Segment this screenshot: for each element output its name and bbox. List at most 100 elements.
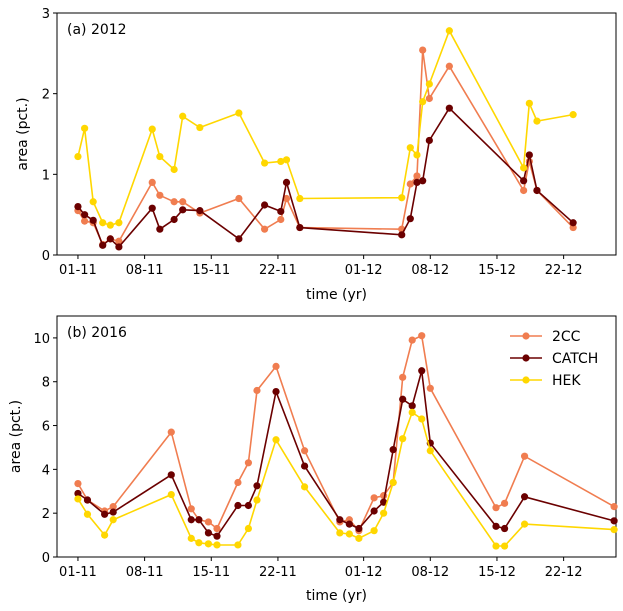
panel-b-data-point-2cc (520, 452, 529, 460)
panel-a-data-point-2cc (156, 191, 164, 199)
panel-a-data-point-catch (296, 223, 304, 232)
panel-a-data-point-hek (89, 198, 97, 206)
panel-b-data-point-hek (213, 541, 221, 549)
panel-a-y-axis: 0 1 2 3 (42, 7, 57, 264)
panel-b-data-point-hek (204, 540, 213, 548)
panel-a-series (74, 27, 577, 251)
panel-a-data-point-2cc (277, 215, 285, 224)
panel-b-data-point-hek (492, 542, 500, 550)
panel-b-data-point-catch (187, 516, 195, 524)
panel-a-x-tick-label: 22-11 (259, 263, 297, 278)
panel-b-data-point-hek (74, 495, 82, 503)
panel-b-data-point-hek (244, 524, 253, 533)
panel-a-data-point-catch (261, 201, 269, 209)
panel-b-data-point-catch (336, 516, 344, 524)
panel-b-title: (b) 2016 (67, 325, 127, 341)
panel-a-data-point-catch (419, 177, 427, 185)
panel-a-data-point-2cc (520, 186, 528, 195)
panel-a-data-point-hek (533, 117, 541, 125)
panel-b-data-point-2cc (426, 384, 434, 392)
panel-b-data-point-catch (109, 508, 117, 516)
panel-b-data-point-2cc (272, 362, 280, 370)
panel-b-data-point-2cc (500, 499, 509, 507)
panel-b-data-point-hek (272, 436, 280, 444)
panel-b-data-point-catch (492, 522, 500, 530)
panel-b-data-point-catch (204, 529, 213, 537)
panel-a-data-point-catch (520, 177, 528, 185)
panel-b-series-line-hek (77, 411, 615, 547)
panel-b-data-point-hek (399, 435, 407, 443)
panel-a-data-point-hek (282, 156, 291, 164)
legend-label-2cc: 2CC (552, 329, 581, 345)
panel-a-data-point-hek (148, 125, 156, 133)
panel-b-data-point-hek (520, 520, 529, 528)
panel-a-data-point-catch (398, 231, 406, 239)
legend-item-2cc: 2CC (510, 329, 581, 345)
panel-b-data-point-hek (253, 496, 261, 504)
panel-b-data-point-catch (355, 524, 363, 533)
panel-a-x-axis-label: time (yr) (306, 287, 367, 303)
panel-b-data-point-hek (300, 483, 309, 491)
panel-b-y-axis-label: area (pct.) (8, 400, 24, 473)
panel-a-x-tick-label: 01-11 (59, 263, 97, 278)
panel-a-data-point-hek (413, 151, 421, 159)
panel-a-data-point-2cc (413, 172, 421, 180)
panel-a-data-point-catch (569, 219, 577, 227)
panel-b-data-point-catch (389, 446, 397, 454)
panel-b-data-point-2cc (244, 459, 253, 467)
panel-a-data-point-2cc (261, 225, 269, 233)
panel-b-y-tick-label: 4 (42, 463, 50, 478)
panel-b-y-tick-label: 8 (42, 376, 50, 391)
panel-b-data-point-catch (244, 501, 253, 510)
panel-a-data-point-catch (115, 243, 123, 251)
panel-a-data-point-hek (170, 165, 178, 174)
legend-marker-catch (522, 354, 530, 362)
panel-a-title: (a) 2012 (67, 22, 127, 38)
panel-a-data-point-hek (419, 98, 427, 106)
panel-a-x-tick-label: 01-12 (345, 263, 383, 278)
panel-b: 0 2 4 6 8 10 01-11 08-11 15-11 22-11 01-12 08-12 15… (8, 315, 618, 604)
panel-b-y-axis: 0 2 4 6 8 10 (33, 332, 57, 566)
panel-a-data-point-catch (235, 235, 243, 243)
panel-b-data-point-catch (399, 395, 407, 403)
panel-a-data-point-catch (196, 207, 204, 215)
panel-b-data-point-2cc (492, 504, 500, 512)
panel-a-data-point-hek (99, 219, 107, 227)
panel-a-data-point-catch (170, 215, 178, 224)
panel-b-y-tick-label: 0 (42, 551, 50, 566)
panel-b-data-point-hek (167, 490, 175, 499)
panel-a-data-point-hek (196, 123, 204, 132)
panel-b-data-point-hek (418, 415, 426, 423)
panel-b-data-point-2cc (399, 373, 407, 381)
panel-b-data-point-2cc (234, 478, 242, 487)
panel-b-data-point-catch (101, 510, 109, 518)
panel-a-data-point-hek (520, 164, 528, 172)
panel-a-data-point-2cc (282, 194, 291, 203)
panel-b-data-point-catch (370, 507, 378, 515)
panel-a-data-point-catch (74, 203, 82, 211)
panel-a-data-point-hek (569, 111, 577, 119)
panel-b-x-tick-label: 08-12 (411, 565, 449, 580)
panel-a-data-point-hek (261, 159, 269, 167)
panel-a-y-tick-label: 1 (42, 168, 50, 183)
panel-b-series (74, 332, 618, 550)
panel-a-data-point-catch (99, 241, 107, 249)
panel-b-y-tick-label: 10 (33, 332, 50, 347)
panel-b-legend: 2CC CATCH HEK (510, 329, 598, 389)
panel-b-data-point-2cc (408, 336, 416, 344)
panel-a: 0 1 2 3 01-11 08-11 15-11 22-11 01-12 08-12 15-12… (15, 7, 617, 303)
panel-a-data-point-catch (156, 225, 164, 233)
panel-b-data-point-hek (336, 529, 344, 537)
panel-b-data-point-2cc (187, 505, 195, 513)
panel-b-data-point-catch (253, 482, 261, 490)
panel-b-data-point-2cc (213, 524, 221, 533)
panel-a-data-point-2cc (170, 198, 178, 206)
panel-b-x-tick-label: 15-11 (192, 565, 230, 580)
panel-b-data-point-hek (83, 510, 92, 518)
panel-b-x-tick-label: 22-11 (259, 565, 297, 580)
panel-b-data-point-catch (74, 489, 82, 498)
panel-b-data-point-hek (389, 478, 397, 487)
panel-b-data-point-catch (500, 524, 509, 533)
panel-a-x-tick-label: 15-12 (478, 263, 516, 278)
panel-b-data-point-catch (300, 462, 309, 470)
